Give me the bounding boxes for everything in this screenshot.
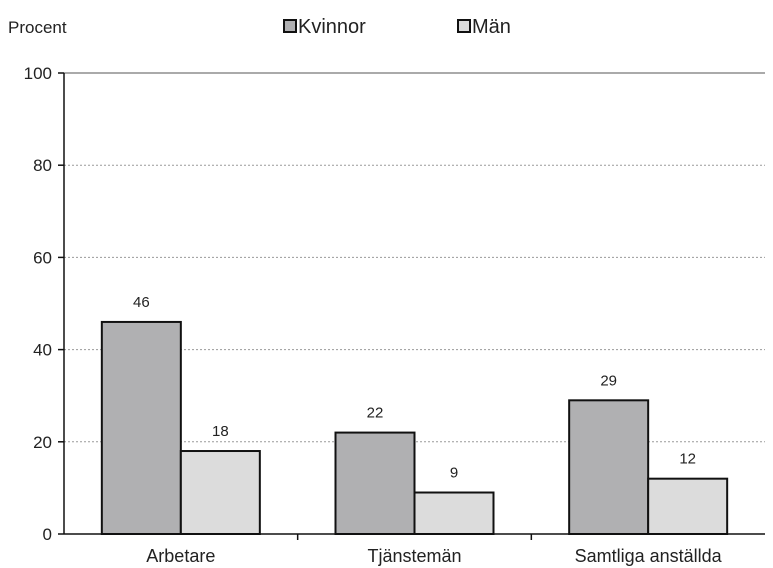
data-label-0-1: 22 [367,405,384,422]
bar-mn-2 [647,477,729,535]
y-tick-label-60: 60 [33,248,52,267]
bar-mn-0 [179,450,261,535]
legend: Kvinnor Män [283,16,511,38]
y-axis: 0 20 40 60 80 100 [24,64,65,544]
bars [100,320,729,536]
legend-label-kvinnor: Kvinnor [298,16,366,38]
legend-swatch-kvinnor [283,19,297,33]
x-category-label-1: Tjänstemän [367,546,461,566]
data-label-0-2: 29 [600,372,617,389]
bar-kvinnor-0 [100,320,182,535]
y-tick-label-40: 40 [33,341,52,360]
legend-swatch-man [457,19,471,33]
x-category-label-2: Samtliga anställda [575,546,723,566]
x-axis: Arbetare Tjänstemän Samtliga anställda [64,533,765,566]
data-label-0-0: 46 [133,294,150,311]
data-labels: 46 18 22 9 29 12 [133,294,696,482]
bar-kvinnor-2 [568,399,650,535]
legend-item-man: Män [457,16,511,38]
legend-item-kvinnor: Kvinnor [283,16,366,38]
legend-label-man: Män [472,16,511,38]
data-label-1-2: 12 [679,451,696,468]
y-tick-label-80: 80 [33,156,52,175]
y-tick-label-20: 20 [33,433,52,452]
y-tick-label-100: 100 [24,64,52,83]
y-tick-label-0: 0 [43,525,52,544]
data-label-1-1: 9 [450,465,458,482]
x-category-label-0: Arbetare [146,546,215,566]
y-unit-label: Procent [8,18,67,37]
bar-kvinnor-1 [334,431,416,535]
bar-mn-1 [413,491,495,536]
data-label-1-0: 18 [212,423,229,440]
